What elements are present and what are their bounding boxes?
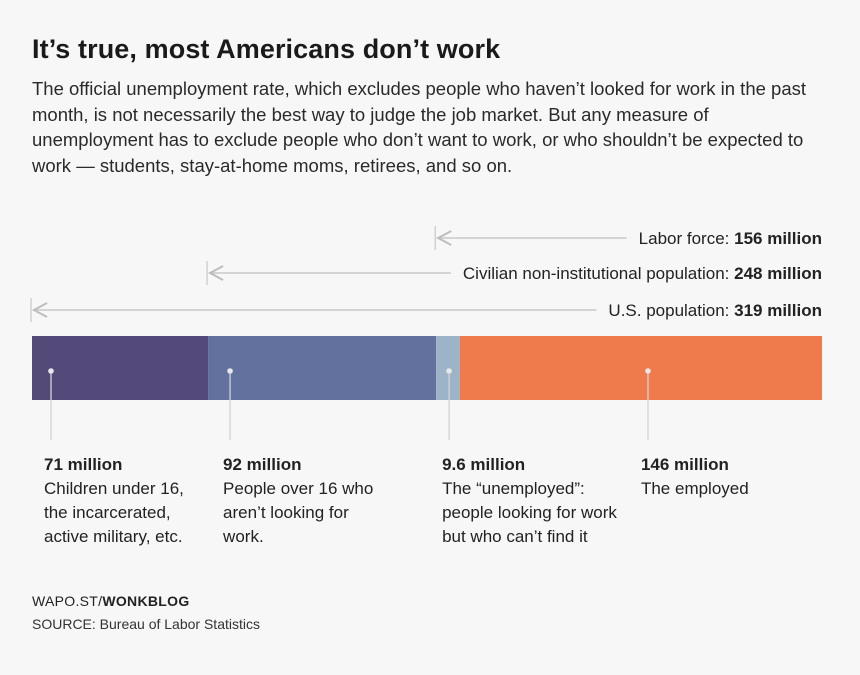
segment-marker bbox=[227, 368, 233, 374]
segment-description: The employed bbox=[640, 479, 749, 498]
footer-credit: WAPO.ST/WONKBLOG bbox=[32, 593, 190, 609]
footer-brand: WONKBLOG bbox=[102, 593, 190, 609]
bracket-arrowhead bbox=[207, 265, 224, 281]
segment-label: 71 million Children under 16, the incarce… bbox=[44, 453, 204, 549]
bracket-value: 156 million bbox=[734, 229, 822, 248]
segment-marker bbox=[645, 368, 651, 374]
footer-source: SOURCE: Bureau of Labor Statistics bbox=[32, 616, 260, 632]
bracket-label: Labor force: 156 million bbox=[639, 229, 822, 248]
segment-value: 71 million bbox=[44, 455, 123, 474]
segment-value: 92 million bbox=[223, 455, 302, 474]
bar-segment bbox=[459, 336, 822, 400]
bracket-arrowhead bbox=[31, 302, 48, 318]
bracket-label: U.S. population: 319 million bbox=[608, 301, 822, 320]
bracket-label-text: U.S. population: bbox=[608, 301, 734, 320]
segment-value: 146 million bbox=[640, 455, 729, 474]
bracket-value: 319 million bbox=[734, 301, 822, 320]
bar-segment bbox=[208, 336, 437, 400]
segment-value: 9.6 million bbox=[442, 455, 526, 474]
segment-label: 146 million The employed bbox=[641, 453, 791, 501]
segment-marker bbox=[48, 368, 54, 374]
segment-label: 9.6 million The “unemployed”: people look… bbox=[442, 453, 617, 549]
segment-description: Children under 16, the incarcerated, act… bbox=[44, 479, 184, 546]
segment-marker bbox=[446, 368, 452, 374]
bracket-value: 248 million bbox=[734, 264, 822, 283]
bracket-label-text: Civilian non-institutional population: bbox=[463, 264, 734, 283]
chart-subtitle: The official unemployment rate, which ex… bbox=[32, 78, 807, 176]
bar-segment bbox=[32, 336, 209, 400]
footer-prefix: WAPO.ST/ bbox=[32, 593, 103, 609]
bar-segment bbox=[436, 336, 460, 400]
bracket-label: Civilian non-institutional population: 2… bbox=[463, 264, 822, 283]
chart-title: It’s true, most Americans don’t work bbox=[32, 34, 501, 64]
segment-label: 92 million People over 16 who aren’t look… bbox=[223, 453, 388, 549]
bracket-label-text: Labor force: bbox=[639, 229, 734, 248]
segment-description: The “unemployed”: people looking for wor… bbox=[442, 479, 617, 546]
segment-description: People over 16 who aren’t looking for wo… bbox=[223, 479, 374, 546]
bracket-arrowhead bbox=[436, 230, 452, 246]
